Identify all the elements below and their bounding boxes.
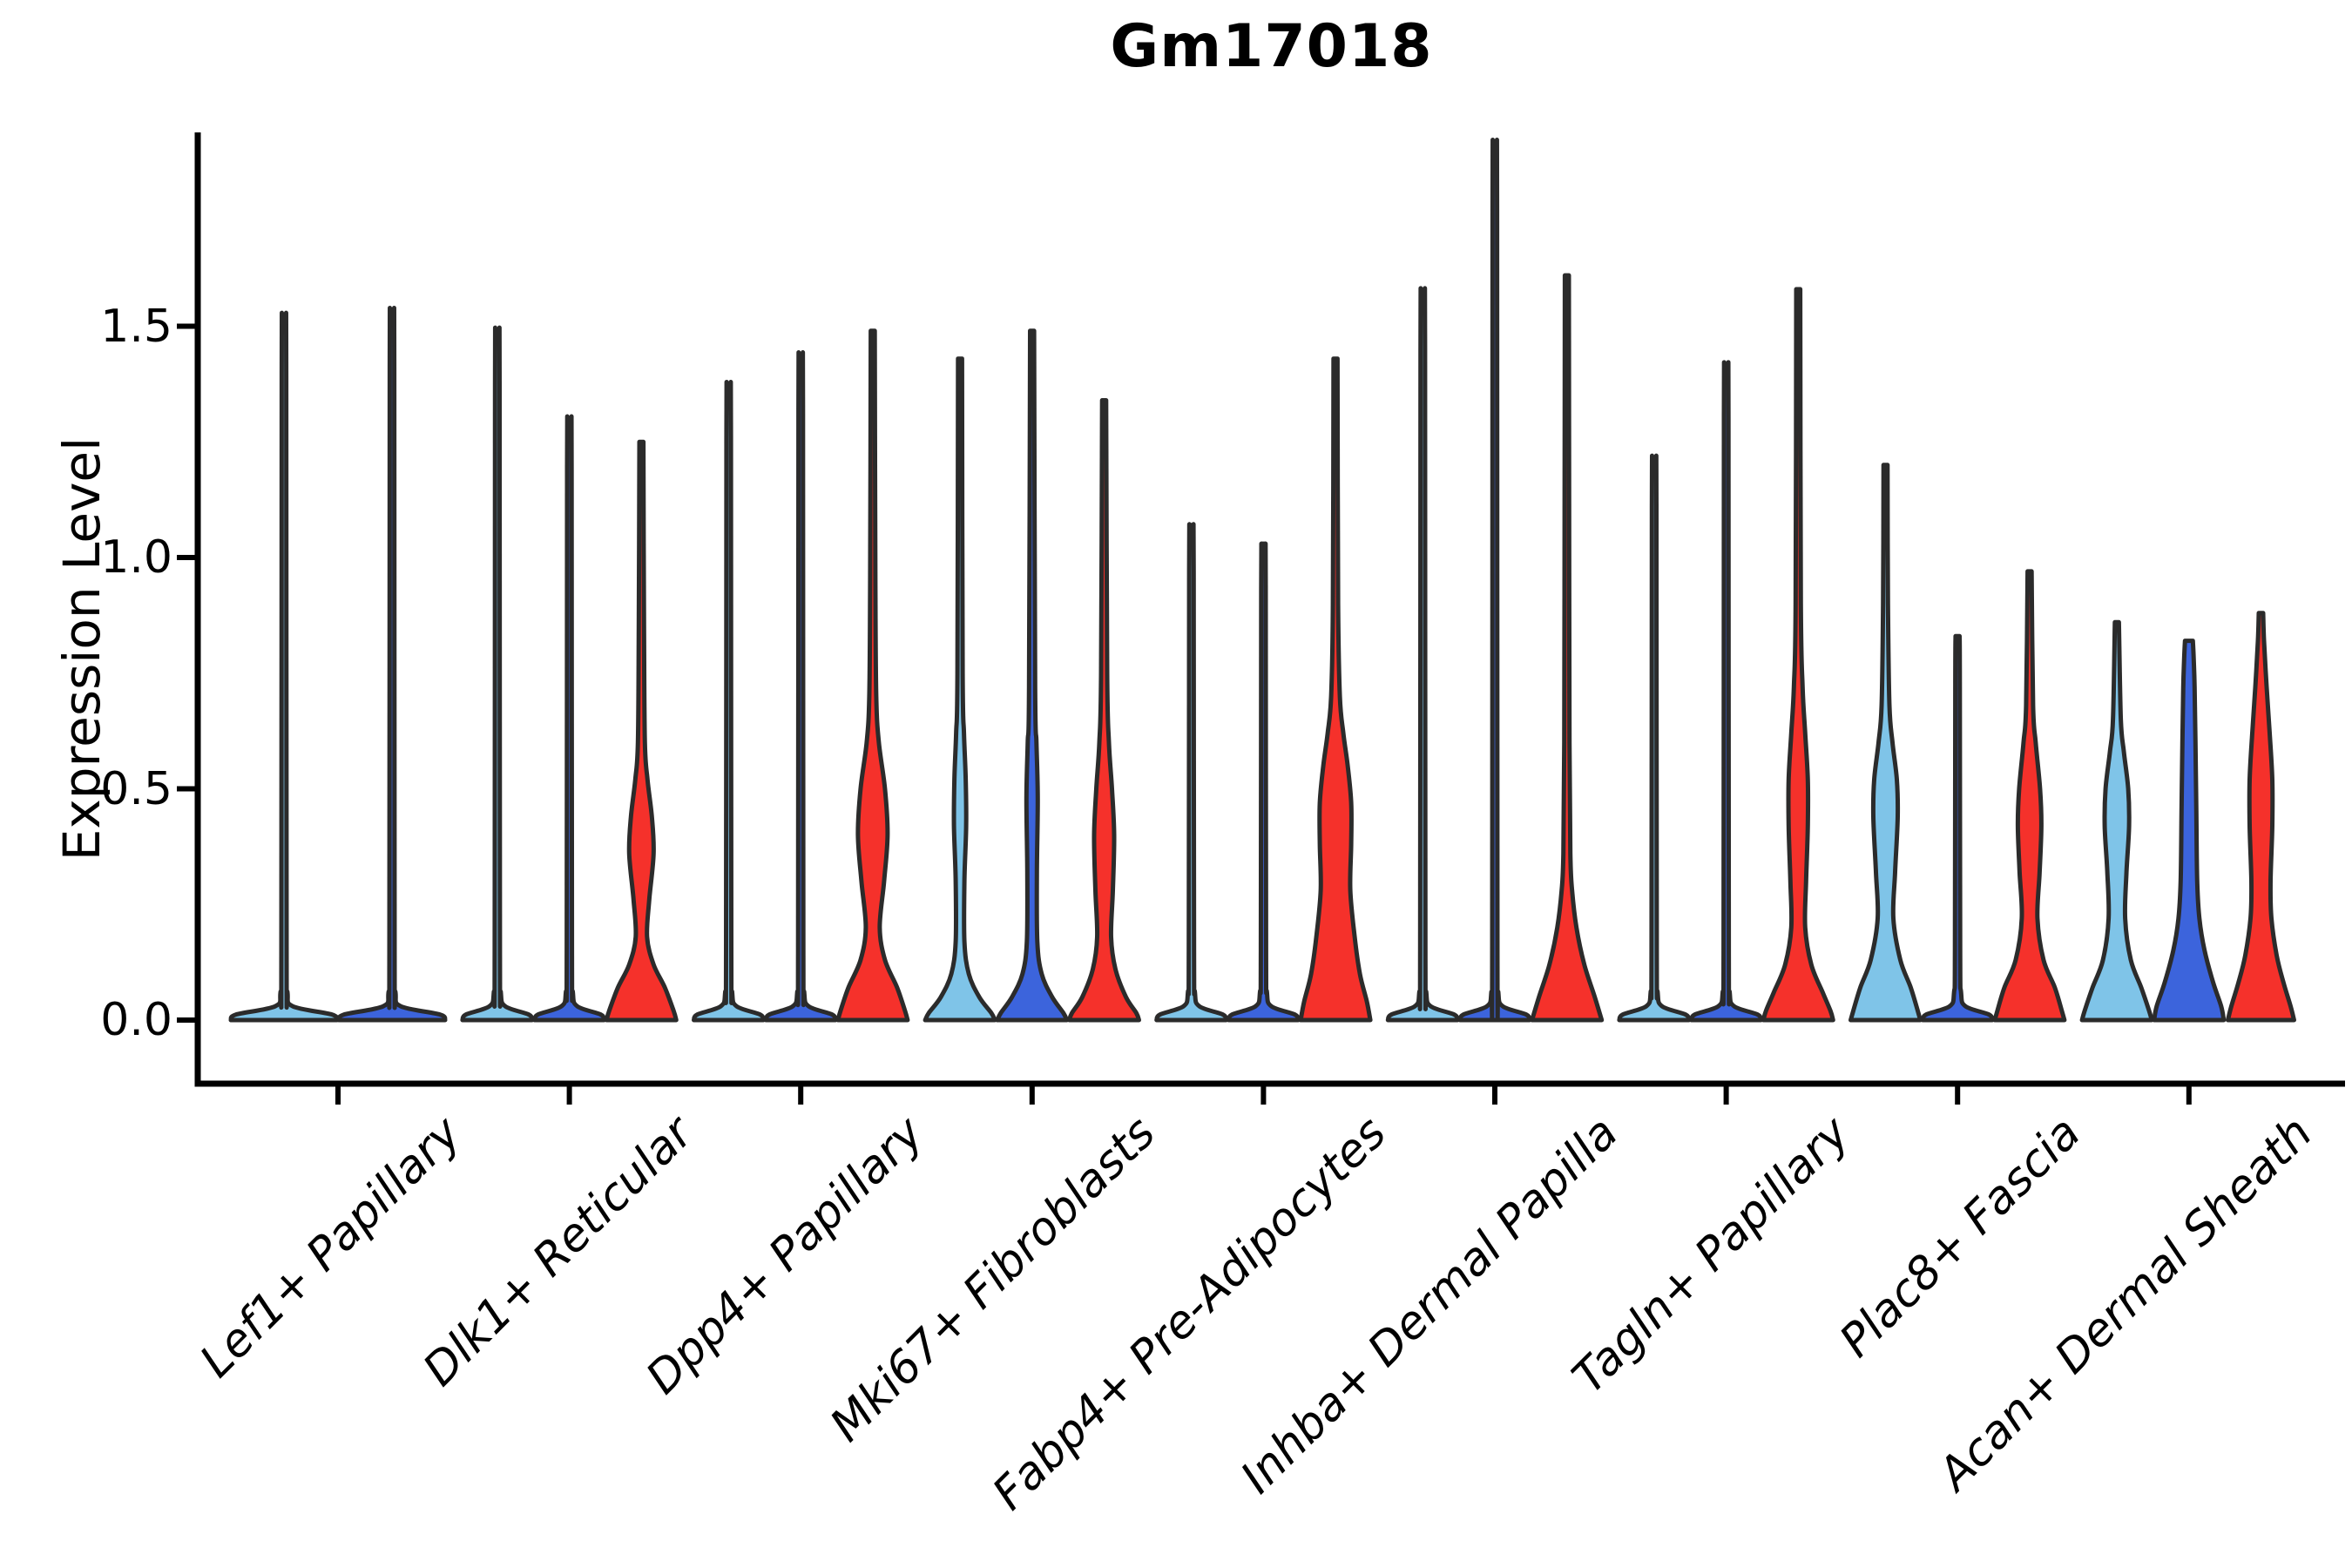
y-tick-mark bbox=[177, 323, 198, 329]
violin-dlk1-reticular-light_blue bbox=[460, 325, 535, 1023]
x-tick-mark bbox=[798, 1084, 804, 1105]
violin-mki67-fibroblasts-red bbox=[1067, 398, 1141, 1023]
x-tick-mark bbox=[335, 1084, 341, 1105]
y-tick-label: 0.5 bbox=[100, 762, 172, 815]
violin-dpp4-papillary-red bbox=[835, 328, 910, 1023]
violin-inhba-dermal-papilla-light_blue bbox=[1385, 286, 1460, 1023]
x-axis-spine bbox=[194, 1080, 2345, 1087]
y-tick-label: 1.0 bbox=[100, 531, 172, 584]
x-tick-mark bbox=[1260, 1084, 1267, 1105]
x-tick-mark bbox=[1955, 1084, 1961, 1105]
violin-dpp4-papillary-dark_blue bbox=[763, 350, 838, 1023]
y-tick-label: 1.5 bbox=[100, 300, 172, 353]
violin-inhba-dermal-papilla-red bbox=[1530, 273, 1605, 1023]
violin-inhba-dermal-papilla-dark_blue bbox=[1457, 138, 1532, 1023]
violin-acan-dermal-sheath-light_blue bbox=[2079, 619, 2154, 1023]
violin-plac8-fascia-red bbox=[1992, 569, 2067, 1023]
violin-fabp4-pre-adipocytes-dark_blue bbox=[1226, 541, 1301, 1023]
violin-lef1-papillary-dark_blue bbox=[336, 306, 448, 1023]
y-tick-label: 0.0 bbox=[100, 994, 172, 1046]
violin-dlk1-reticular-dark_blue bbox=[532, 414, 607, 1023]
violin-fabp4-pre-adipocytes-red bbox=[1298, 356, 1373, 1023]
x-tick-mark bbox=[2186, 1084, 2192, 1105]
violin-mki67-fibroblasts-light_blue bbox=[923, 356, 997, 1023]
violin-plac8-fascia-dark_blue bbox=[1920, 633, 1995, 1023]
violin-acan-dermal-sheath-dark_blue bbox=[2152, 639, 2227, 1023]
x-tick-mark bbox=[566, 1084, 572, 1105]
violin-acan-dermal-sheath-red bbox=[2226, 611, 2296, 1023]
violin-lef1-papillary-light_blue bbox=[228, 310, 340, 1023]
y-tick-mark bbox=[177, 1017, 198, 1023]
x-tick-mark bbox=[1723, 1084, 1729, 1105]
y-tick-mark bbox=[177, 786, 198, 792]
violin-dpp4-papillary-light_blue bbox=[692, 380, 766, 1023]
violin-mki67-fibroblasts-dark_blue bbox=[995, 328, 1070, 1023]
violin-fabp4-pre-adipocytes-light_blue bbox=[1154, 522, 1229, 1023]
violin-plac8-fascia-light_blue bbox=[1848, 463, 1923, 1023]
x-tick-mark bbox=[1029, 1084, 1035, 1105]
violin-tagln-papillary-red bbox=[1761, 287, 1835, 1023]
y-axis-spine bbox=[194, 132, 201, 1087]
x-tick-mark bbox=[1492, 1084, 1497, 1105]
chart-title: Gm17018 bbox=[1110, 12, 1433, 81]
y-tick-mark bbox=[177, 555, 198, 560]
violin-tagln-papillary-dark_blue bbox=[1689, 360, 1764, 1023]
violin-dlk1-reticular-red bbox=[604, 439, 679, 1023]
violin-tagln-papillary-light_blue bbox=[1617, 453, 1692, 1023]
y-axis-label: Expression Level bbox=[52, 436, 112, 862]
